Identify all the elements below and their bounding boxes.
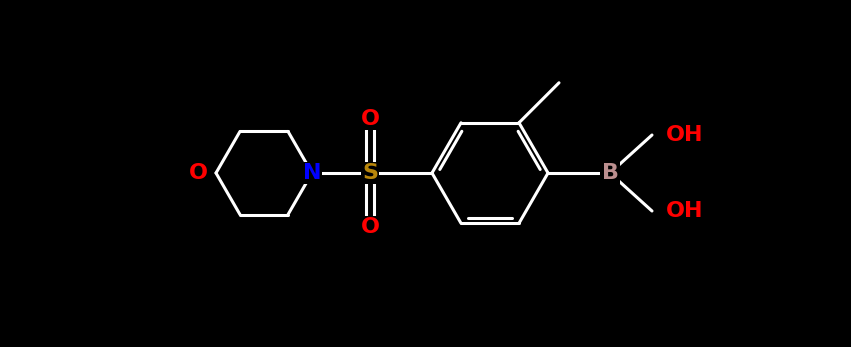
- Text: O: O: [361, 217, 380, 237]
- Text: OH: OH: [666, 201, 704, 221]
- Text: O: O: [189, 163, 208, 183]
- Text: O: O: [361, 109, 380, 129]
- Text: N: N: [303, 163, 321, 183]
- Text: OH: OH: [666, 125, 704, 145]
- Text: B: B: [602, 163, 619, 183]
- Text: S: S: [362, 163, 378, 183]
